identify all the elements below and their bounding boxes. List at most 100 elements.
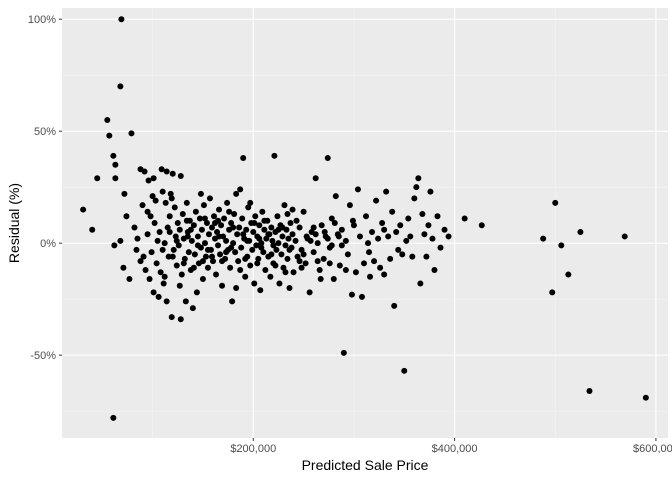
- data-point: [328, 215, 335, 222]
- data-point: [296, 258, 303, 265]
- data-point: [173, 237, 180, 244]
- data-point: [405, 215, 412, 222]
- data-point: [134, 235, 141, 242]
- data-point: [200, 202, 207, 209]
- data-point: [284, 255, 291, 262]
- data-point: [173, 262, 180, 269]
- data-point: [373, 197, 380, 204]
- data-point: [300, 208, 307, 215]
- data-point: [236, 224, 243, 231]
- data-point: [342, 237, 349, 244]
- major-gridlines: [62, 8, 668, 438]
- data-point: [549, 289, 556, 296]
- data-point: [243, 226, 250, 233]
- data-point: [366, 249, 373, 256]
- data-point: [181, 255, 188, 262]
- data-point: [254, 260, 261, 267]
- data-point: [221, 215, 228, 222]
- data-point: [275, 240, 282, 247]
- data-point: [144, 231, 151, 238]
- data-point: [104, 116, 111, 123]
- data-point: [383, 188, 390, 195]
- data-point: [133, 246, 140, 253]
- data-point: [166, 213, 173, 220]
- data-point: [237, 267, 244, 274]
- data-point: [177, 172, 184, 179]
- data-point: [199, 258, 206, 265]
- x-tick-label: $400,000: [432, 443, 478, 455]
- data-point: [381, 271, 388, 278]
- data-point: [419, 211, 426, 218]
- data-point: [252, 213, 259, 220]
- data-point: [157, 269, 164, 276]
- data-point: [239, 215, 246, 222]
- data-point: [209, 258, 216, 265]
- data-point: [423, 253, 430, 260]
- data-point: [385, 233, 392, 240]
- data-point: [191, 251, 198, 258]
- data-point: [151, 220, 158, 226]
- y-tick-label: -50%: [30, 350, 56, 362]
- data-point: [284, 211, 291, 218]
- data-point: [302, 260, 309, 267]
- plot-panel: [62, 8, 668, 438]
- data-point: [232, 249, 239, 256]
- data-point: [167, 190, 174, 197]
- data-point: [180, 260, 187, 267]
- data-point: [381, 226, 388, 233]
- data-point: [159, 246, 166, 253]
- data-point: [240, 231, 247, 238]
- data-point: [346, 202, 353, 209]
- data-point: [242, 255, 249, 262]
- data-point: [229, 298, 236, 305]
- data-point: [321, 228, 328, 235]
- data-point: [111, 242, 118, 249]
- y-axis-title: Residual (%): [6, 183, 22, 263]
- data-point: [338, 226, 345, 233]
- data-point: [565, 271, 572, 278]
- data-point: [307, 237, 314, 244]
- data-point: [342, 267, 349, 274]
- data-point: [478, 222, 485, 229]
- data-point: [282, 242, 289, 249]
- data-point: [150, 289, 157, 296]
- data-point: [279, 233, 286, 240]
- data-point: [312, 175, 319, 182]
- data-point: [155, 293, 162, 300]
- data-point: [326, 260, 333, 267]
- data-point: [540, 235, 547, 242]
- data-point: [379, 220, 386, 226]
- data-point: [429, 235, 436, 242]
- data-point: [182, 298, 189, 305]
- data-point: [176, 226, 183, 233]
- data-point: [219, 282, 226, 289]
- data-point: [391, 302, 398, 309]
- data-point: [149, 193, 156, 200]
- data-point: [352, 269, 359, 276]
- data-point: [365, 240, 372, 247]
- data-point: [230, 224, 237, 231]
- data-points: [80, 16, 649, 421]
- data-point: [427, 188, 434, 195]
- data-point: [558, 242, 565, 249]
- data-point: [328, 242, 335, 249]
- data-point: [425, 222, 432, 229]
- data-point: [164, 224, 171, 231]
- data-point: [274, 213, 281, 220]
- data-point: [197, 190, 204, 197]
- data-point: [183, 217, 190, 224]
- data-point: [415, 175, 422, 182]
- data-point: [123, 213, 130, 220]
- data-point: [228, 244, 235, 251]
- data-point: [434, 213, 441, 220]
- data-point: [375, 235, 382, 242]
- data-point: [242, 273, 249, 280]
- data-point: [397, 222, 404, 229]
- data-point: [255, 255, 262, 262]
- data-point: [179, 211, 186, 218]
- data-point: [335, 233, 342, 240]
- data-point: [227, 264, 234, 271]
- data-point: [196, 215, 203, 222]
- data-point: [172, 233, 179, 240]
- data-point: [230, 240, 237, 247]
